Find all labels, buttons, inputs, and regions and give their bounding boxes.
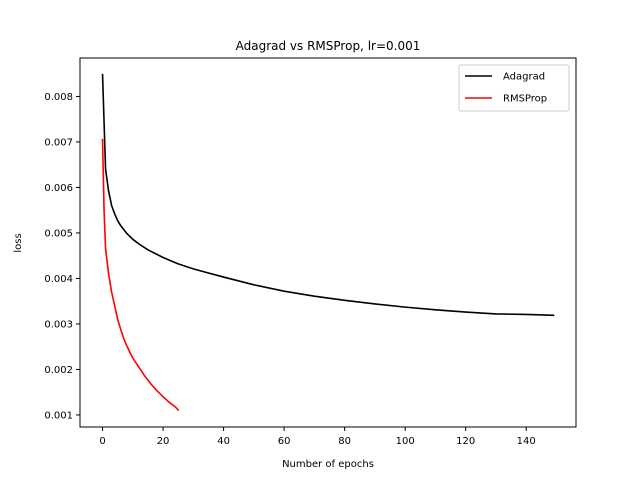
y-tick-label: 0.008	[44, 92, 73, 103]
x-tick-label: 100	[396, 436, 415, 447]
x-axis-ticks: 0 20 40 60 80 100 120 140	[99, 427, 536, 447]
x-tick-label: 0	[99, 436, 105, 447]
x-tick-label: 20	[157, 436, 170, 447]
y-tick-label: 0.003	[44, 319, 73, 330]
y-axis-label: loss	[13, 233, 24, 252]
series-line-rmsprop	[101, 138, 180, 412]
x-axis-label: Number of epochs	[282, 459, 374, 470]
legend-items: Adagrad RMSProp	[465, 72, 547, 105]
x-tick-label: 60	[278, 436, 291, 447]
legend-label-rmsprop: RMSProp	[503, 94, 547, 105]
y-axis-ticks: 0.001 0.002 0.003 0.004 0.005 0.006 0.007 0.008	[44, 92, 80, 421]
plot-area: 0 20 40 60 80 100 120 140 0.0010.0020.0030.0040…	[44, 57, 577, 447]
y-tick-label: 0.005	[44, 228, 73, 239]
x-tick-label: 120	[456, 436, 475, 447]
y-tick-label: 0.006	[44, 183, 73, 194]
chart-title: Adagrad vs RMSProp, lr=0.001	[236, 39, 421, 53]
series-layer	[101, 73, 555, 412]
legend: Adagrad RMSProp	[458, 64, 570, 112]
legend-label-adagrad: Adagrad	[503, 72, 545, 83]
y-tick-label: 0.001	[44, 410, 73, 421]
plot-frame	[79, 57, 577, 428]
x-tick-label: 80	[338, 436, 351, 447]
y-tick-label: 0.007	[44, 137, 73, 148]
x-tick-label: 140	[517, 436, 536, 447]
x-tick-label: 40	[217, 436, 230, 447]
y-tick-label: 0.004	[44, 274, 73, 285]
series-line-adagrad	[101, 73, 555, 317]
y-tick-label: 0.002	[44, 365, 73, 376]
